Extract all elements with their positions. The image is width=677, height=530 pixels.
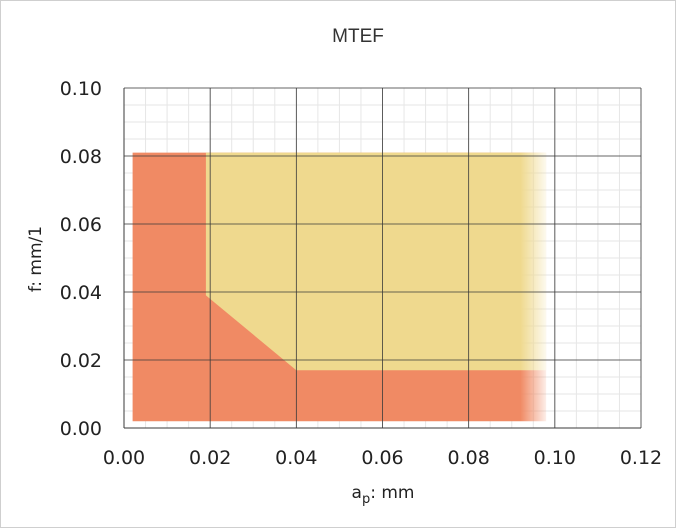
x-tick-label: 0.00 bbox=[103, 447, 145, 469]
y-tick-label: 0.02 bbox=[60, 350, 102, 372]
x-tick-label: 0.02 bbox=[189, 447, 231, 469]
x-axis-label-base: a bbox=[352, 483, 362, 503]
y-tick-label: 0.00 bbox=[60, 418, 102, 440]
x-tick-label: 0.06 bbox=[361, 447, 403, 469]
region-2 bbox=[205, 152, 547, 371]
y-tick-label: 0.04 bbox=[60, 282, 102, 304]
y-tick-label: 0.06 bbox=[60, 214, 102, 236]
regions bbox=[132, 152, 547, 422]
x-axis-label-suffix: : mm bbox=[370, 483, 414, 503]
x-tick-label: 0.04 bbox=[275, 447, 317, 469]
x-axis-label: ap: mm bbox=[352, 483, 415, 507]
major-grid bbox=[123, 87, 642, 429]
y-tick-label: 0.08 bbox=[60, 146, 102, 168]
x-tick-label: 0.08 bbox=[448, 447, 490, 469]
x-tick-label: 0.10 bbox=[534, 447, 576, 469]
x-tick-label: 0.12 bbox=[620, 447, 662, 469]
y-axis-label: f: mm/1 bbox=[26, 226, 46, 292]
tick-labels: 0.00 0.02 0.04 0.06 0.08 0.10 0.12 0.00 0.02 0.04… bbox=[60, 78, 662, 469]
chart-title: MTEF bbox=[332, 26, 384, 47]
x-axis-label-sub: p bbox=[362, 492, 370, 507]
y-tick-label: 0.10 bbox=[60, 78, 102, 100]
